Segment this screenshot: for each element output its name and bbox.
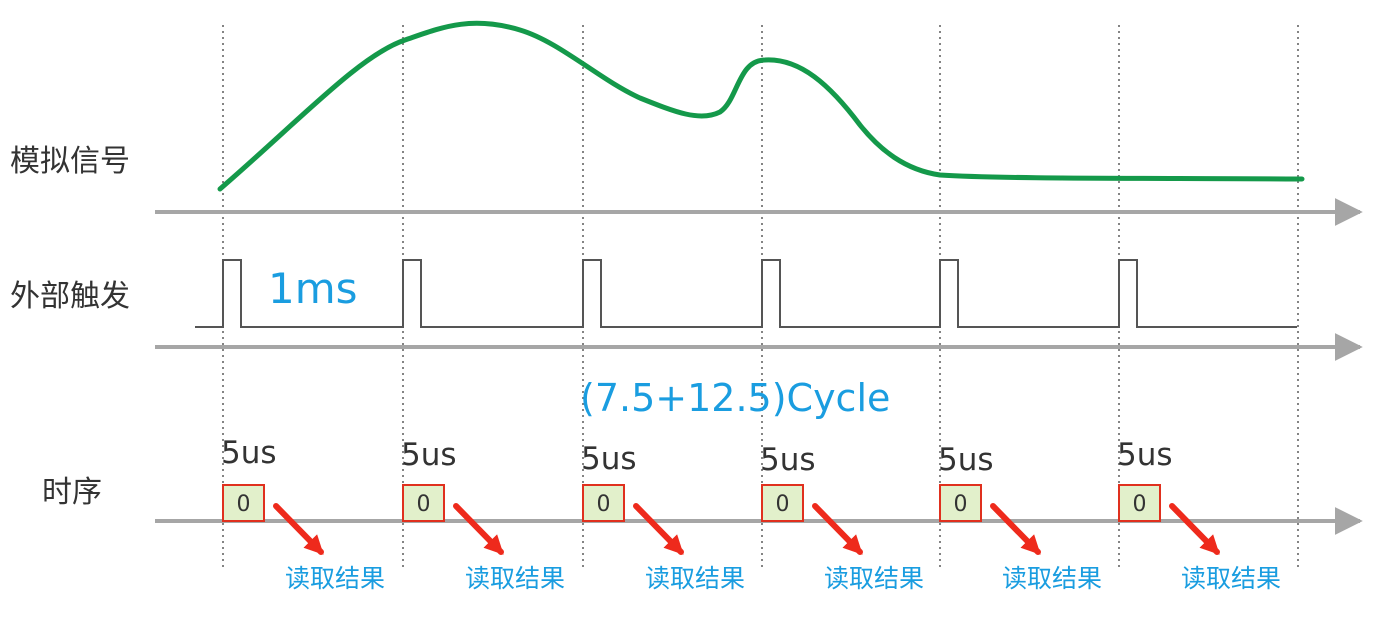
sample-value-box (402, 484, 445, 522)
sample-guide-lines (222, 25, 1299, 570)
sample-duration-label: 5us (938, 442, 994, 478)
trigger-pulse-train (195, 259, 1297, 328)
sample-marker: 5us 0 读取结果 (760, 442, 924, 593)
read-result-arrow (1169, 503, 1220, 555)
sample-marker: 5us 0 读取结果 (581, 441, 745, 593)
sample-value-box (582, 484, 625, 522)
sample-markers: 5us 0 读取结果 5us 0 读取结果 5us 0 读取结果 5us 0 读取结果 5us 0 读取结果… (221, 435, 1281, 593)
sample-value: 0 (237, 492, 251, 517)
read-result-arrow (633, 503, 684, 555)
trigger-period-label: 1ms (268, 264, 358, 313)
sample-duration-label: 5us (1117, 437, 1173, 473)
sample-marker: 5us 0 读取结果 (221, 435, 385, 593)
sample-value-box (939, 484, 982, 522)
read-result-arrow (990, 503, 1041, 555)
sample-value: 0 (417, 492, 431, 517)
read-result-arrow (273, 503, 324, 555)
read-result-label: 读取结果 (1181, 564, 1281, 593)
sample-value-box (1118, 484, 1161, 522)
external-trigger-row-label: 外部触发 (10, 279, 130, 314)
sample-value: 0 (954, 492, 968, 517)
sample-marker: 5us 0 读取结果 (938, 442, 1102, 593)
sample-value-box (222, 484, 265, 522)
sample-marker: 5us 0 读取结果 (401, 437, 565, 593)
sample-duration-label: 5us (581, 441, 637, 477)
read-result-label: 读取结果 (645, 564, 745, 593)
sample-marker: 5us 0 读取结果 (1117, 437, 1281, 593)
read-result-arrow (812, 503, 863, 555)
sample-duration-label: 5us (221, 435, 277, 471)
timing-row-label: 时序 (42, 475, 102, 510)
conversion-cycles-label: (7.5+12.5)Cycle (580, 376, 890, 420)
sample-duration-label: 5us (760, 442, 816, 478)
analog-signal-curve (217, 20, 1305, 192)
read-result-label: 读取结果 (465, 564, 565, 593)
sample-value: 0 (776, 492, 790, 517)
sample-value: 0 (597, 492, 611, 517)
read-result-label: 读取结果 (824, 564, 924, 593)
read-result-label: 读取结果 (1002, 564, 1102, 593)
sample-value-box (761, 484, 804, 522)
analog-signal-row-label: 模拟信号 (10, 144, 130, 179)
sample-value: 0 (1133, 492, 1147, 517)
sample-duration-label: 5us (401, 437, 457, 473)
read-result-arrow (453, 503, 504, 555)
read-result-label: 读取结果 (285, 564, 385, 593)
